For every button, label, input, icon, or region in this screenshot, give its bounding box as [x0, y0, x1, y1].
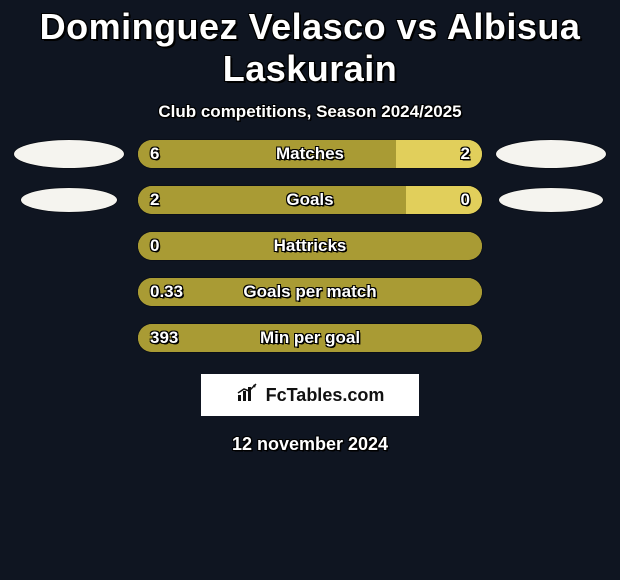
stat-bar-right: 0: [406, 186, 482, 214]
left-value: 0: [150, 236, 159, 256]
date-text: 12 november 2024: [0, 416, 620, 455]
stat-row: 0Hattricks: [0, 232, 620, 260]
left-value: 6: [150, 144, 159, 164]
stat-bar-left: 6: [138, 140, 396, 168]
stat-bar: 0Hattricks: [138, 232, 482, 260]
logo-text: FcTables.com: [266, 385, 385, 406]
left-value: 0.33: [150, 282, 183, 302]
right-badge-slot: [482, 140, 602, 168]
logo-badge: FcTables.com: [201, 374, 419, 416]
chart-icon: [236, 383, 260, 408]
comparison-container: Dominguez Velasco vs Albisua Laskurain C…: [0, 0, 620, 455]
stat-row: 62Matches: [0, 140, 620, 168]
stat-bar-left: 0: [138, 232, 482, 260]
right-value: 0: [461, 190, 470, 210]
stat-row: 20Goals: [0, 186, 620, 214]
player-badge-right: [496, 140, 606, 168]
stat-bar: 62Matches: [138, 140, 482, 168]
subtitle: Club competitions, Season 2024/2025: [0, 96, 620, 140]
player-badge-left: [21, 188, 117, 212]
stat-bar: 20Goals: [138, 186, 482, 214]
left-value: 2: [150, 190, 159, 210]
stat-bar: 0.33Goals per match: [138, 278, 482, 306]
page-title: Dominguez Velasco vs Albisua Laskurain: [0, 2, 620, 96]
player-badge-right: [499, 188, 603, 212]
stat-bar-left: 0.33: [138, 278, 482, 306]
stat-bar: 393Min per goal: [138, 324, 482, 352]
right-badge-slot: [482, 188, 602, 212]
stat-bar-left: 2: [138, 186, 406, 214]
stat-row: 0.33Goals per match: [0, 278, 620, 306]
left-badge-slot: [18, 140, 138, 168]
left-value: 393: [150, 328, 178, 348]
left-badge-slot: [18, 188, 138, 212]
player-badge-left: [14, 140, 124, 168]
stat-bar-right: 2: [396, 140, 482, 168]
stat-rows: 62Matches20Goals0Hattricks0.33Goals per …: [0, 140, 620, 352]
right-value: 2: [461, 144, 470, 164]
stat-bar-left: 393: [138, 324, 482, 352]
stat-row: 393Min per goal: [0, 324, 620, 352]
